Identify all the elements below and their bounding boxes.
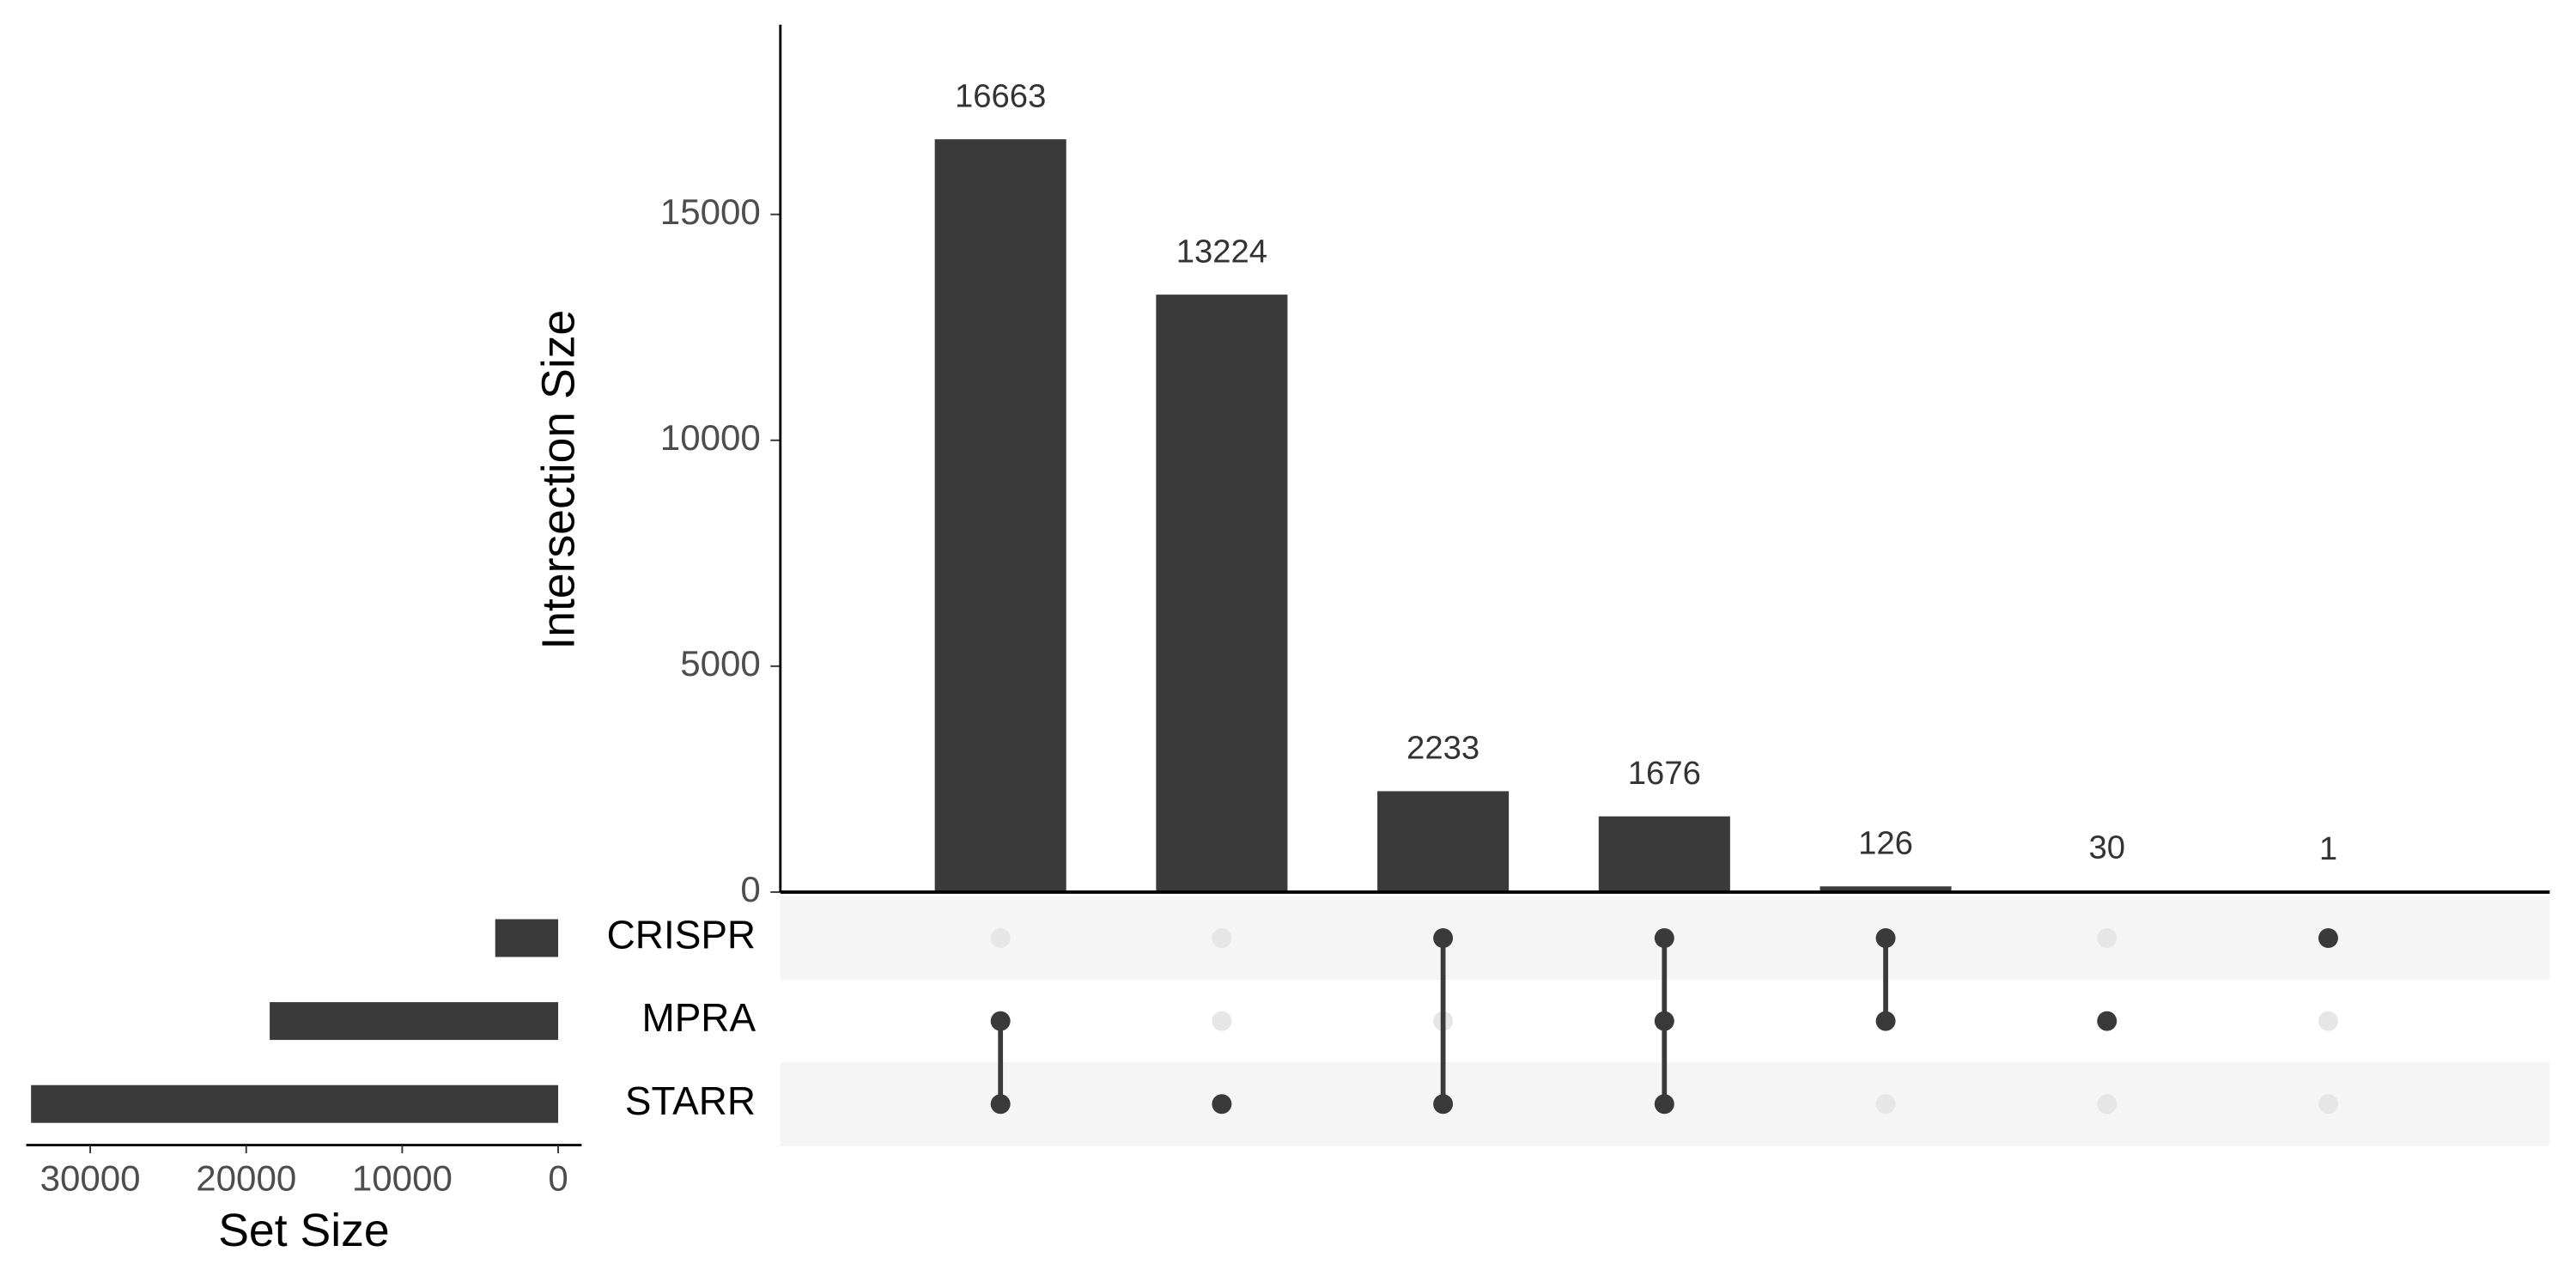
y-tick-label: 10000 bbox=[660, 417, 761, 458]
value-label: 1676 bbox=[1628, 755, 1701, 792]
y-tick-label: 5000 bbox=[680, 643, 761, 683]
member-dot bbox=[1433, 1094, 1454, 1115]
x-tick-label: 30000 bbox=[40, 1158, 141, 1199]
value-label: 16663 bbox=[955, 77, 1046, 114]
member-dot bbox=[1654, 1094, 1674, 1115]
empty-dot bbox=[2318, 1094, 2338, 1115]
value-label: 2233 bbox=[1406, 730, 1479, 767]
set-bar bbox=[495, 919, 559, 957]
value-label: 30 bbox=[2088, 829, 2125, 866]
set-bar bbox=[31, 1084, 559, 1123]
empty-dot bbox=[1875, 1094, 1896, 1115]
member-dot bbox=[1654, 1011, 1674, 1031]
y-axis-title: Intersection Size bbox=[533, 310, 584, 650]
x-tick-label: 20000 bbox=[196, 1158, 296, 1199]
member-dot bbox=[1212, 1094, 1232, 1115]
x-axis-title: Set Size bbox=[218, 1206, 389, 1256]
value-label: 13224 bbox=[1176, 233, 1267, 270]
y-tick-label: 0 bbox=[740, 869, 760, 909]
member-dot bbox=[990, 1094, 1011, 1115]
member-dot bbox=[1433, 927, 1454, 948]
empty-dot bbox=[990, 927, 1011, 948]
empty-dot bbox=[2097, 927, 2117, 948]
set-label: STARR bbox=[625, 1078, 756, 1123]
member-dot bbox=[1654, 927, 1674, 948]
bar bbox=[1377, 791, 1510, 892]
member-dot bbox=[990, 1011, 1011, 1031]
empty-dot bbox=[2318, 1011, 2338, 1031]
y-tick-label: 15000 bbox=[660, 191, 761, 232]
empty-dot bbox=[1212, 1011, 1232, 1031]
x-tick-label: 10000 bbox=[352, 1158, 453, 1199]
member-dot bbox=[2318, 927, 2338, 948]
bar bbox=[1598, 816, 1730, 892]
bar bbox=[1820, 886, 1952, 892]
set-label: CRISPR bbox=[607, 913, 756, 957]
value-label: 1 bbox=[2319, 830, 2337, 867]
value-label: 126 bbox=[1858, 825, 1913, 862]
member-dot bbox=[2097, 1011, 2117, 1031]
empty-dot bbox=[2097, 1094, 2117, 1115]
set-label: MPRA bbox=[641, 995, 756, 1040]
bar bbox=[934, 139, 1066, 892]
member-dot bbox=[1875, 927, 1896, 948]
x-tick-label: 0 bbox=[548, 1158, 568, 1199]
bar bbox=[1156, 295, 1288, 892]
member-dot bbox=[1875, 1011, 1896, 1031]
set-bar bbox=[270, 1002, 559, 1041]
empty-dot bbox=[1212, 927, 1232, 948]
